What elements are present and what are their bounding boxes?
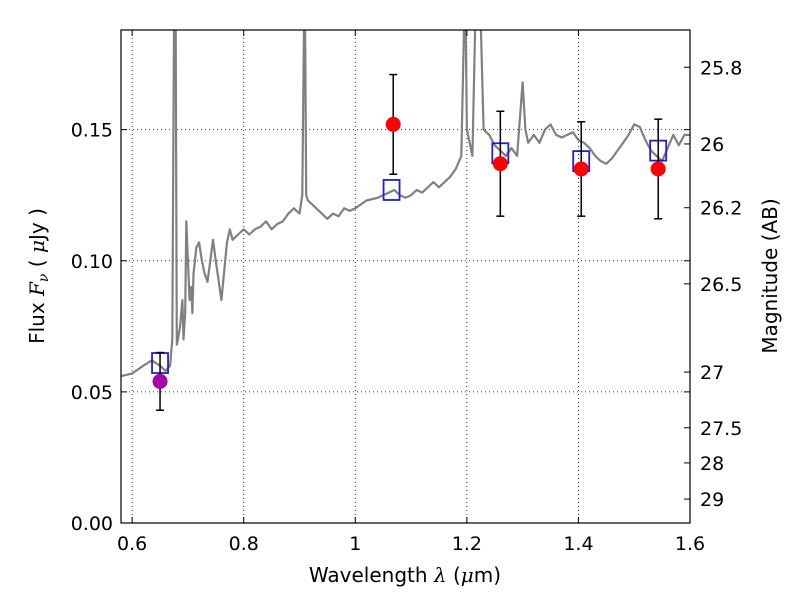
y-axis-symbol: F: [25, 281, 49, 297]
y-tick-label: 0.05: [71, 382, 113, 404]
x-axis-unit-open: (: [447, 563, 461, 587]
plot-frame: [120, 29, 691, 524]
y2-tick-label: 28: [700, 453, 724, 475]
axis-ticks: 0.6 0.8 1 1.2 1.4 1.6 0.00 0.05 0.10 0.15 25.8 26 26…: [71, 30, 742, 555]
y-axis-unit-mu: μ: [25, 240, 49, 253]
x-axis-unit-mu: μ: [461, 563, 474, 587]
y-tick-label: 0.15: [71, 120, 113, 142]
observed-photometry-point: [573, 161, 589, 177]
observed-photometry-point: [650, 161, 666, 177]
model-photometry-point: [382, 179, 401, 201]
y-axis-label: Flux: [25, 302, 49, 344]
x-tick-label: 1.4: [563, 533, 593, 555]
x-tick-label: 0.8: [229, 533, 259, 555]
y2-tick-label: 27: [700, 362, 724, 384]
spectrum-line: [121, 30, 690, 378]
y-axis-title: Flux Fν ( μJy ): [25, 208, 52, 344]
x-axis-title: Wavelength λ (μm): [309, 563, 501, 587]
observed-photometry-point: [492, 156, 508, 172]
y2-tick-label: 26.5: [700, 274, 742, 296]
y2-tick-label: 27.5: [700, 418, 742, 440]
x-axis-unit-rest: m): [474, 563, 501, 587]
y-tick-label: 0.10: [71, 251, 113, 273]
y2-tick-label: 29: [700, 489, 724, 511]
x-tick-label: 1.6: [675, 533, 705, 555]
y2-tick-label: 26.2: [700, 198, 742, 220]
x-tick-label: 0.6: [117, 533, 147, 555]
x-tick-label: 1.2: [452, 533, 482, 555]
x-axis-symbol: λ: [433, 563, 447, 587]
y2-tick-label: 26: [700, 134, 724, 156]
x-axis-label: Wavelength: [309, 563, 428, 587]
y2-axis-title: Magnitude (AB): [758, 198, 782, 353]
plot-area: [121, 30, 690, 411]
y-axis-unit-open: (: [25, 253, 49, 274]
y-tick-label: 0.00: [71, 513, 113, 535]
observed-photometry-point: [152, 373, 168, 389]
gridlines: [121, 30, 690, 523]
y2-tick-label: 25.8: [700, 57, 742, 79]
observed-photometry-point: [385, 116, 401, 132]
y-axis-unit-rest: Jy ): [25, 208, 49, 242]
x-tick-label: 1: [349, 533, 361, 555]
y-axis-subscript: ν: [36, 273, 52, 282]
